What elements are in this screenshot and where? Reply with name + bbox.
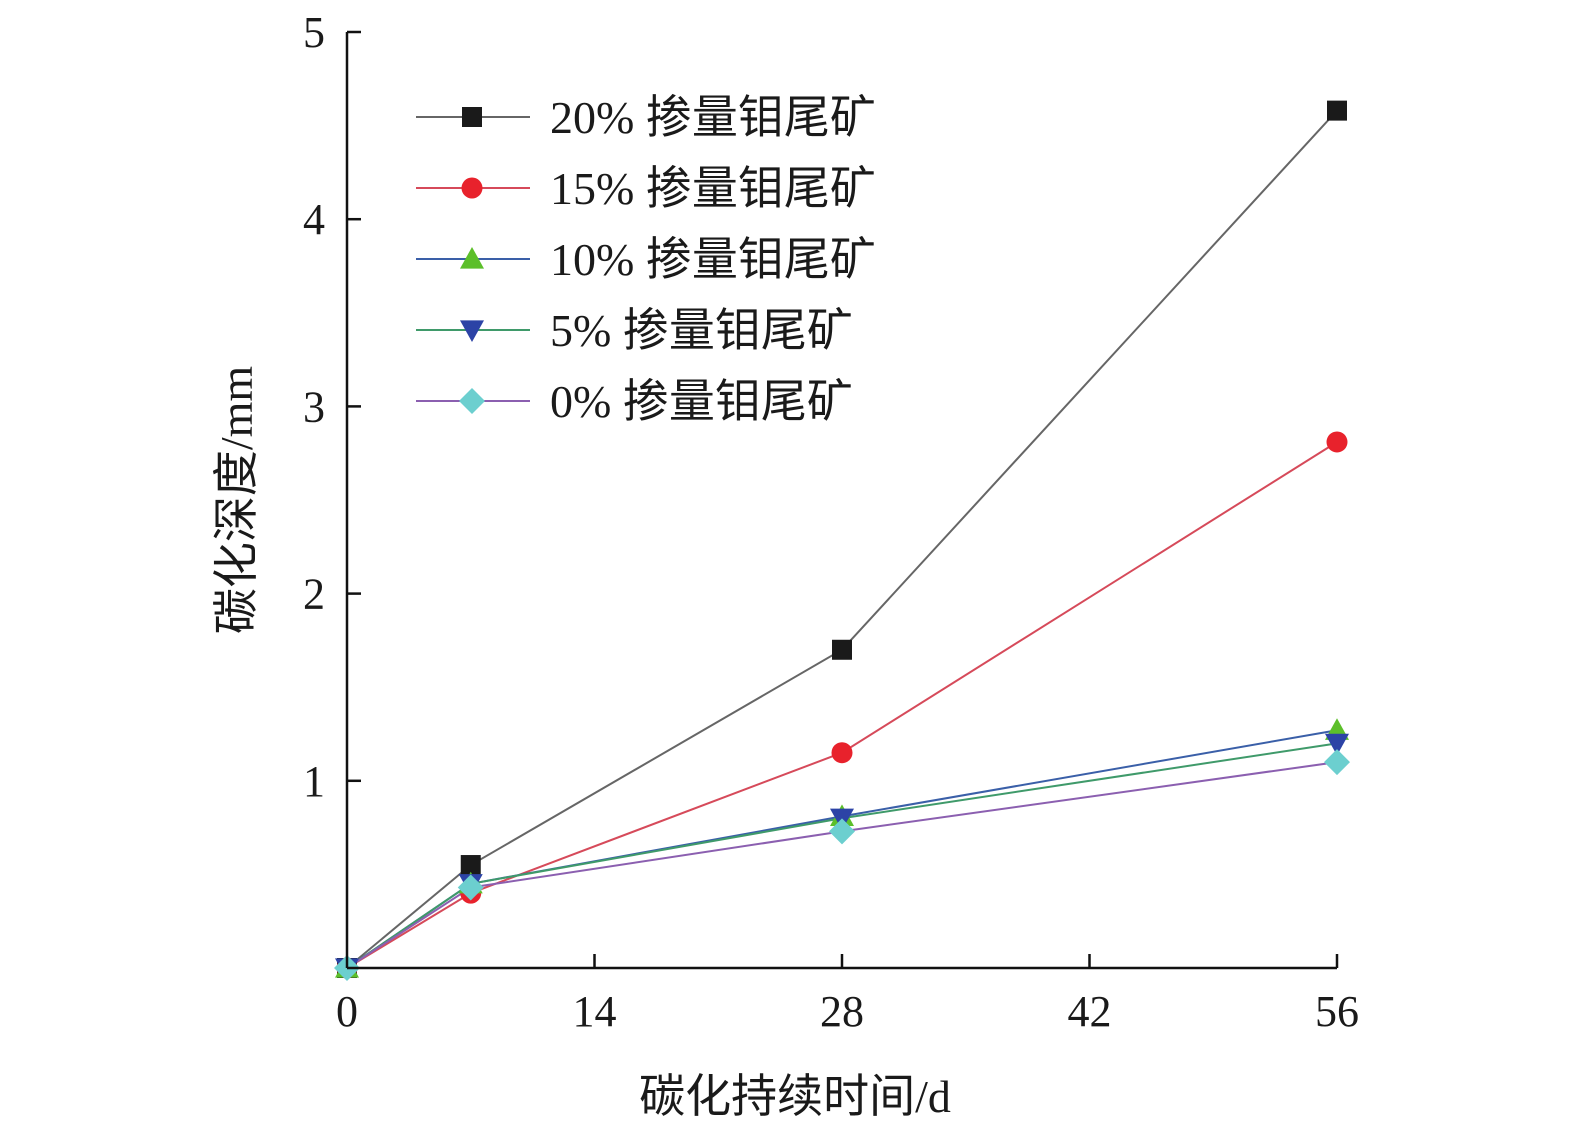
data-point-s4-3 [1324, 749, 1350, 776]
legend: 20% 掺量钼尾矿 15% 掺量钼尾矿 10% 掺量钼尾矿 5% 掺量钼尾矿 0% 掺量… [416, 92, 876, 427]
series-line-1 [346, 441, 1338, 969]
legend-label-2: 10% 掺量钼尾矿 [550, 234, 876, 285]
legend-label-4: 0% 掺量钼尾矿 [550, 376, 853, 427]
data-point-s3-3 [1325, 733, 1349, 756]
y-tick-label: 1 [303, 757, 325, 806]
x-axis-title: 碳化持续时间/d [639, 1071, 951, 1122]
legend-label-3: 5% 掺量钼尾矿 [550, 305, 853, 356]
axes: 0 14 28 42 56 1 2 3 4 5 [303, 8, 1359, 1036]
data-point-s4-2 [829, 818, 855, 845]
x-tick-label: 56 [1315, 987, 1359, 1036]
x-tick-label: 0 [336, 987, 358, 1036]
y-tick-label: 3 [303, 382, 325, 431]
data-point-s1-3 [1326, 431, 1348, 453]
legend-marker-3 [460, 320, 484, 342]
x-tick-label: 42 [1068, 987, 1112, 1036]
legend-marker-4 [459, 388, 485, 414]
data-point-s0-1 [460, 855, 481, 876]
data-point-s0-2 [832, 639, 852, 660]
series-markers [334, 100, 1350, 981]
y-axis-title: 碳化深度/mm [211, 366, 262, 635]
legend-marker-2 [460, 247, 484, 269]
x-tick-label: 28 [820, 987, 864, 1036]
data-point-s0-3 [1327, 100, 1347, 121]
series-line-0 [346, 109, 1338, 969]
legend-marker-1 [461, 177, 483, 199]
legend-marker-0 [462, 107, 482, 127]
data-point-s4-1 [457, 874, 484, 901]
data-point-s1-2 [831, 742, 853, 764]
y-tick-label: 5 [303, 8, 325, 57]
x-tick-label: 14 [573, 987, 617, 1036]
legend-label-0: 20% 掺量钼尾矿 [550, 92, 876, 143]
series-lines [346, 109, 1338, 969]
legend-label-1: 15% 掺量钼尾矿 [550, 163, 876, 214]
y-tick-label: 4 [303, 195, 325, 244]
series-line-4 [346, 761, 1338, 969]
y-tick-label: 2 [303, 570, 325, 619]
series-line-3 [346, 742, 1338, 969]
